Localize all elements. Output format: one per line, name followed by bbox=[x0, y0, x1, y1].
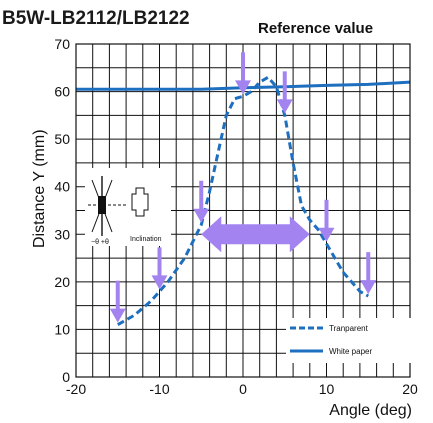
inclination-inset: −θ +θ Inclination bbox=[85, 168, 171, 246]
reference-value-annotation: Reference value bbox=[258, 20, 373, 37]
arrow-layer bbox=[109, 52, 377, 323]
y-tick-label: 60 bbox=[54, 84, 70, 100]
x-tick-label: -20 bbox=[66, 381, 86, 397]
x-tick-label: 10 bbox=[319, 381, 335, 397]
down-arrow bbox=[235, 52, 251, 95]
down-arrow-head bbox=[109, 308, 126, 323]
down-arrow bbox=[151, 247, 168, 290]
down-arrow bbox=[109, 280, 126, 323]
x-tick-labels: -20 -10 0 10 20 bbox=[66, 381, 418, 397]
y-tick-label: 30 bbox=[54, 226, 70, 242]
down-arrow-head bbox=[151, 275, 168, 290]
y-tick-label: 20 bbox=[54, 274, 70, 290]
x-tick-label: 0 bbox=[239, 381, 247, 397]
legend-label-transparent: Tranparent bbox=[329, 324, 369, 333]
down-arrow bbox=[276, 71, 293, 114]
inset-background bbox=[85, 168, 171, 246]
down-arrow bbox=[318, 199, 335, 242]
legend-label-white-paper: White paper bbox=[329, 347, 372, 356]
y-tick-label: 0 bbox=[62, 369, 70, 385]
x-tick-label: 20 bbox=[402, 381, 418, 397]
chart-title: B5W-LB2112/LB2122 bbox=[2, 8, 190, 29]
legend-box bbox=[286, 318, 412, 363]
theta-label: −θ +θ bbox=[91, 239, 109, 246]
legend: Tranparent White paper bbox=[286, 318, 412, 363]
inclination-diagram-icon bbox=[88, 176, 149, 236]
double-headed-arrow bbox=[201, 216, 310, 253]
down-arrow-head bbox=[235, 80, 251, 95]
y-tick-labels: 0 10 20 30 40 50 60 70 bbox=[54, 36, 70, 385]
down-arrow-head bbox=[193, 208, 210, 223]
y-tick-label: 70 bbox=[54, 36, 70, 52]
y-axis-label: Distance Y (mm) bbox=[31, 129, 48, 248]
x-axis-label: Angle (deg) bbox=[329, 402, 412, 419]
y-tick-label: 40 bbox=[54, 179, 70, 195]
down-arrow bbox=[193, 180, 210, 223]
y-tick-label: 10 bbox=[54, 321, 70, 337]
y-tick-label: 50 bbox=[54, 131, 70, 147]
plot-frame bbox=[75, 43, 411, 378]
down-arrow-head bbox=[318, 227, 335, 242]
down-arrow bbox=[360, 252, 377, 295]
x-tick-label: -10 bbox=[149, 381, 169, 397]
inclination-label: Inclination bbox=[130, 236, 162, 243]
down-arrow-head bbox=[276, 99, 293, 114]
down-arrow-head bbox=[360, 280, 377, 295]
